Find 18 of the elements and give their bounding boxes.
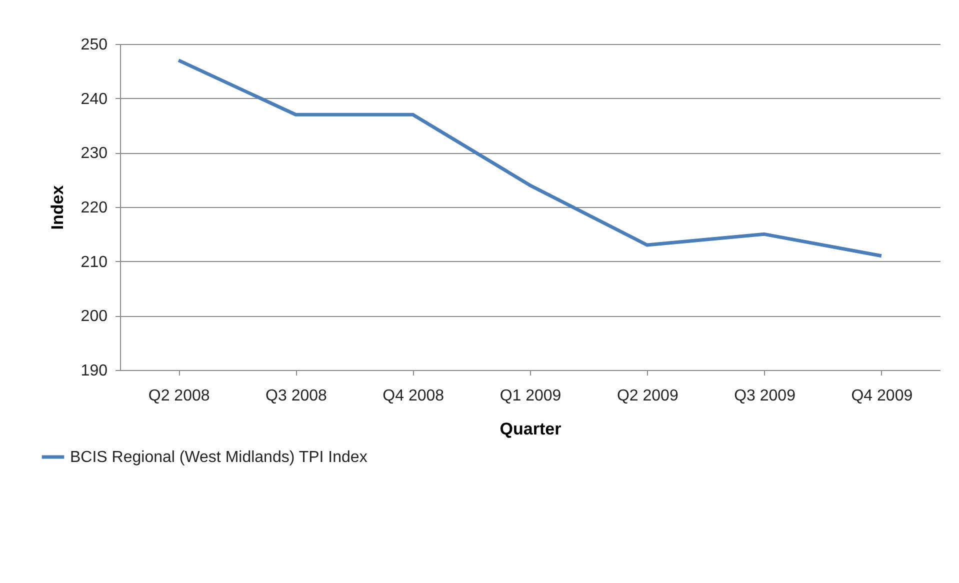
x-tick-label: Q2 2008 — [148, 388, 210, 404]
legend-label: BCIS Regional (West Midlands) TPI Index — [70, 449, 368, 466]
x-tick-label: Q4 2008 — [382, 388, 444, 404]
y-axis-title: Index — [48, 184, 67, 230]
line-series — [176, 58, 884, 258]
y-tick-label: 250 — [80, 36, 108, 54]
x-tick-label: Q3 2008 — [266, 388, 328, 404]
x-tick-label: Q3 2009 — [734, 388, 796, 404]
y-tick-label: 190 — [80, 362, 108, 380]
x-tick-label: Q2 2009 — [616, 388, 678, 404]
x-axis-title: Quarter — [500, 420, 562, 438]
y-tick-label: 220 — [80, 200, 108, 216]
y-tick-label: 240 — [80, 90, 108, 108]
x-tick-label: Q4 2009 — [851, 388, 913, 404]
y-tick-label: 230 — [80, 145, 108, 162]
y-tick-label: 200 — [80, 308, 108, 326]
y-tick-label: 210 — [80, 254, 108, 271]
x-tick-label: Q1 2009 — [500, 388, 562, 404]
